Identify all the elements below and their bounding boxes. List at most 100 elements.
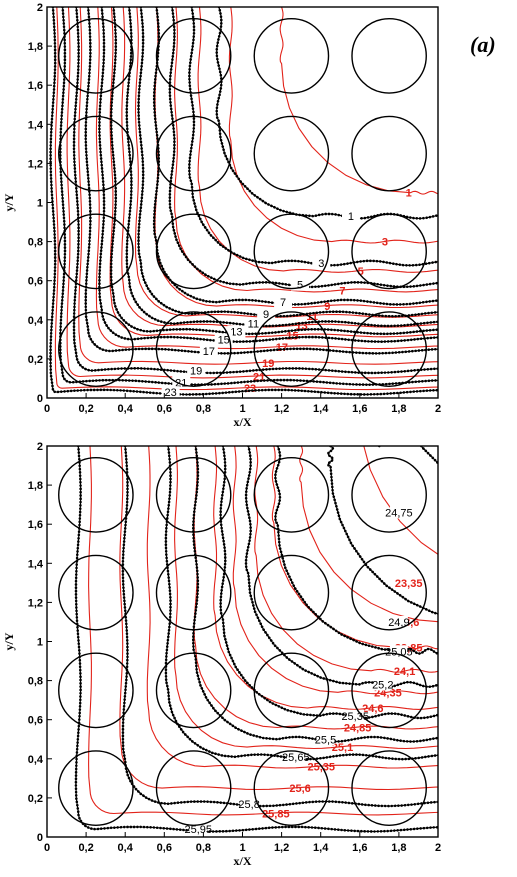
- x-tick-label-4: 0,8: [196, 403, 211, 415]
- red-contour-9: [78, 7, 438, 365]
- black-contour-label-bg-11: [161, 386, 180, 398]
- y-tick-label-2: 0,4: [28, 754, 44, 766]
- x-axis-label: x/X: [234, 854, 252, 868]
- black-contour-dots-8: [84, 7, 438, 355]
- black-contour-dots-6: [164, 446, 438, 761]
- black-contour-label-bg-8: [199, 345, 218, 358]
- black-contour-label-9: 19: [190, 366, 202, 378]
- black-contour-label-0: 1: [348, 211, 354, 223]
- y-tick-label-2: 0,4: [28, 315, 44, 327]
- x-tick-label-1: 0,2: [78, 842, 93, 854]
- x-tick-label-2: 0,4: [118, 403, 134, 415]
- black-contour-dots-0: [215, 7, 438, 220]
- black-contour-3: [153, 7, 438, 306]
- cylinder-9: [155, 115, 232, 192]
- red-contour-5: [213, 446, 438, 710]
- black-contour-dots-3: [244, 446, 438, 689]
- red-contour-label-7: 25,1: [332, 742, 353, 754]
- cylinder-3: [351, 750, 427, 826]
- red-contour-4: [232, 446, 438, 695]
- black-contour-label-8: 25,95: [184, 824, 212, 836]
- red-contour-label-6: 24,85: [344, 723, 372, 735]
- cylinder-6: [253, 213, 330, 290]
- red-contour-11: [54, 7, 438, 391]
- y-tick-label-6: 1,2: [28, 597, 43, 609]
- x-tick-label-5: 1: [239, 403, 245, 415]
- x-axis-label: x/X: [234, 415, 252, 429]
- cylinder-4: [58, 652, 134, 729]
- cylinder-13: [155, 457, 232, 533]
- y-tick-label-1: 0,2: [28, 354, 43, 366]
- panel-tag: (a): [470, 32, 496, 57]
- y-tick-label-3: 0,6: [28, 276, 43, 288]
- black-contour-dots-7: [98, 7, 438, 344]
- black-contour-label-bg-9: [187, 364, 206, 377]
- black-contour-label-6: 25,65: [282, 752, 310, 764]
- black-contour-0: [379, 446, 438, 464]
- black-contour-label-bg-4: [257, 307, 276, 320]
- red-contour-3: [174, 7, 438, 293]
- cylinder-14: [253, 457, 330, 533]
- y-tick-label-7: 1,4: [28, 558, 44, 570]
- y-tick-label-0: 0: [37, 832, 43, 844]
- cylinder-3: [351, 311, 427, 387]
- red-contour-10: [66, 7, 438, 379]
- x-tick-label-3: 0,6: [157, 842, 172, 854]
- black-contour-label-5: 11: [248, 319, 259, 331]
- black-contour-label-bg-7: [240, 797, 259, 810]
- red-contour-8: [146, 446, 438, 769]
- black-contour-dots-1: [187, 7, 438, 267]
- black-contour-6: [110, 7, 438, 335]
- black-contour-label-bg-3: [274, 296, 293, 309]
- red-contour-7: [174, 446, 438, 750]
- y-tick-label-9: 1,8: [28, 480, 43, 492]
- cylinder-14: [253, 18, 330, 94]
- red-contour-2: [197, 7, 438, 273]
- black-contour-dots-9: [72, 7, 438, 375]
- y-tick-label-10: 2: [37, 441, 43, 453]
- red-contour-label-1: 3: [382, 237, 388, 249]
- cylinder-11: [351, 554, 427, 631]
- red-contour-1: [299, 446, 438, 623]
- black-contour-dots-7: [121, 446, 438, 808]
- cylinder-7: [351, 213, 427, 290]
- red-contour-label-0: 23,35: [395, 578, 423, 590]
- y-tick-label-5: 1: [37, 198, 43, 210]
- y-tick-label-4: 0,8: [28, 676, 43, 688]
- black-contour-dots-5: [125, 7, 438, 328]
- y-axis-label: y/Y: [2, 193, 16, 211]
- red-contour-label-4: 9: [324, 301, 330, 313]
- cylinder-6: [253, 652, 330, 729]
- x-tick-label-10: 2: [435, 842, 441, 854]
- red-contour-6: [193, 446, 438, 730]
- black-contour-label-11: 23: [165, 387, 177, 399]
- cylinder-12: [58, 457, 134, 533]
- x-tick-label-6: 1,2: [274, 842, 289, 854]
- black-contour-label-8: 17: [203, 346, 215, 358]
- black-contour-dots-2: [274, 446, 438, 655]
- y-tick-label-0: 0: [37, 393, 43, 405]
- cylinder-10: [253, 554, 330, 631]
- y-tick-label-10: 2: [37, 2, 43, 14]
- black-contour-label-bg-8: [189, 823, 208, 836]
- x-tick-label-8: 1,6: [352, 842, 367, 854]
- plot-area: 23,3523,623,8524,124,3524,624,8525,125,3…: [58, 446, 438, 836]
- black-contour-label-5: 25,5: [315, 734, 336, 746]
- y-tick-label-5: 1: [37, 637, 43, 649]
- cylinder-7: [351, 652, 427, 729]
- black-contour-label-2: 5: [297, 280, 303, 292]
- y-tick-label-8: 1,6: [28, 519, 43, 531]
- y-tick-label-1: 0,2: [28, 793, 43, 805]
- black-contour-label-1: 24,9: [388, 617, 409, 629]
- red-contour-6: [121, 7, 438, 328]
- red-contour-label-5: 11: [306, 311, 318, 323]
- red-contour-label-0: 1: [406, 188, 412, 200]
- x-tick-label-9: 1,8: [391, 403, 406, 415]
- cylinder-0: [58, 311, 134, 387]
- black-contour-dots-11: [49, 7, 438, 396]
- red-contour-2: [271, 446, 438, 650]
- black-contour-label-bg-0: [389, 506, 408, 519]
- x-tick-label-9: 1,8: [391, 842, 406, 854]
